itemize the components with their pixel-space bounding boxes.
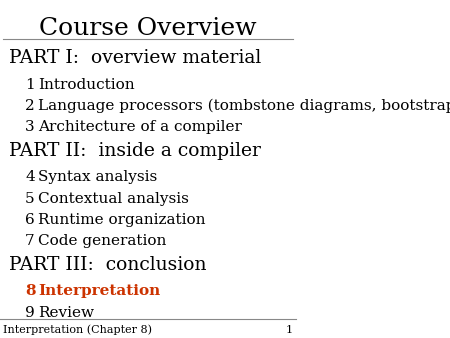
- Text: PART I:  overview material: PART I: overview material: [9, 49, 261, 67]
- Text: Code generation: Code generation: [38, 234, 167, 248]
- Text: Interpretation (Chapter 8): Interpretation (Chapter 8): [3, 324, 152, 335]
- Text: 1: 1: [25, 78, 35, 92]
- Text: PART III:  conclusion: PART III: conclusion: [9, 256, 207, 273]
- Text: 5: 5: [25, 192, 35, 206]
- Text: 3: 3: [25, 120, 35, 134]
- Text: 9: 9: [25, 306, 35, 319]
- Text: Interpretation: Interpretation: [38, 284, 161, 298]
- Text: Syntax analysis: Syntax analysis: [38, 170, 158, 184]
- Text: PART II:  inside a compiler: PART II: inside a compiler: [9, 142, 261, 160]
- Text: 2: 2: [25, 99, 35, 113]
- Text: Course Overview: Course Overview: [39, 17, 256, 40]
- Text: Introduction: Introduction: [38, 78, 135, 92]
- Text: 7: 7: [25, 234, 35, 248]
- Text: Review: Review: [38, 306, 94, 319]
- Text: Language processors (tombstone diagrams, bootstrapping): Language processors (tombstone diagrams,…: [38, 99, 450, 114]
- Text: Contextual analysis: Contextual analysis: [38, 192, 189, 206]
- Text: 1: 1: [286, 324, 292, 335]
- Text: 8: 8: [25, 284, 36, 298]
- Text: 6: 6: [25, 213, 35, 227]
- Text: Runtime organization: Runtime organization: [38, 213, 206, 227]
- Text: 4: 4: [25, 170, 35, 184]
- Text: Architecture of a compiler: Architecture of a compiler: [38, 120, 242, 134]
